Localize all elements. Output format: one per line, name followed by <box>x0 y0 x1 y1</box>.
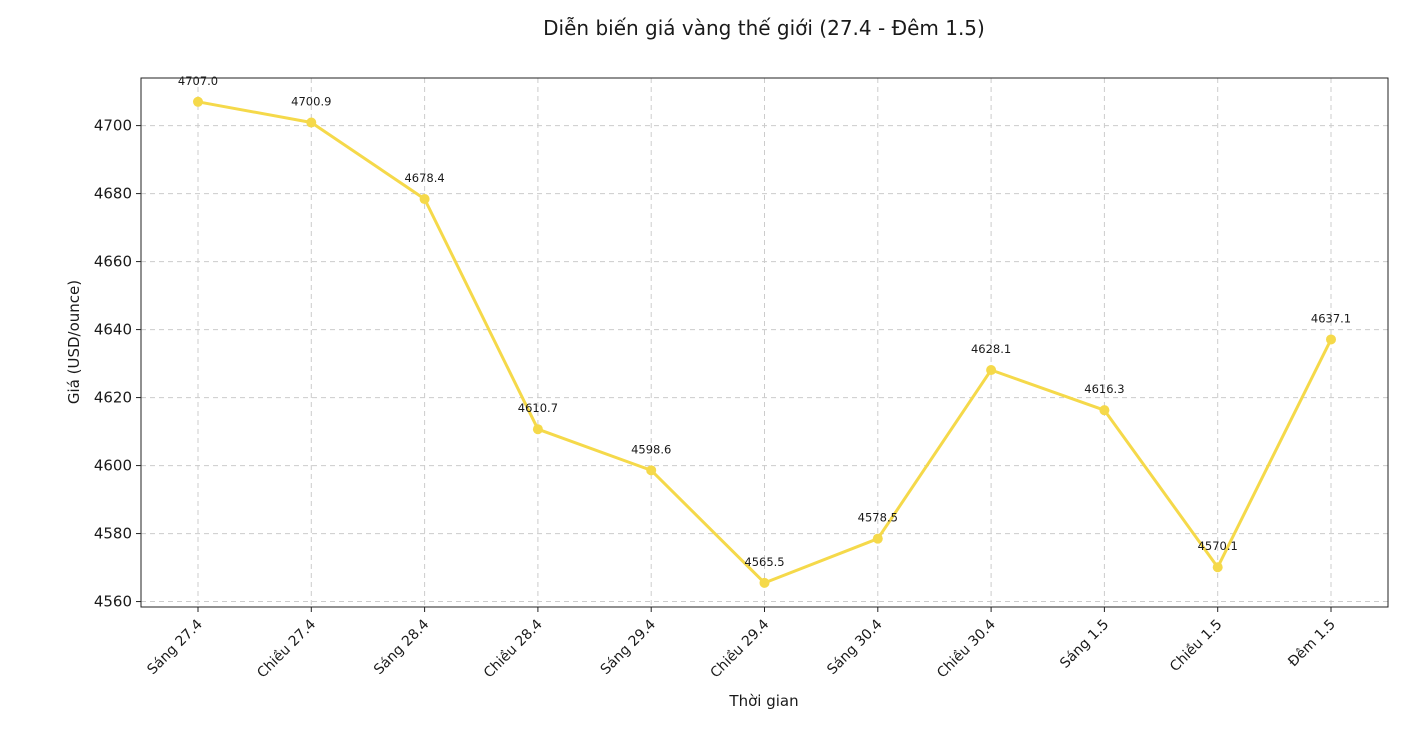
data-point <box>1212 562 1223 573</box>
data-point <box>419 194 430 205</box>
data-point <box>1326 334 1336 345</box>
data-label: 4707.0 <box>178 74 218 88</box>
data-labels: 4707.0 4700.9 4678.4 4610.7 4598.6 4565.5 4578… <box>178 74 1351 569</box>
data-point <box>872 533 883 544</box>
x-axis-label: Thời gian <box>728 692 798 710</box>
x-tick-label: Chiều 1.5 <box>1166 616 1225 675</box>
data-points <box>193 96 1336 588</box>
x-tick-label: Đêm 1.5 <box>1285 617 1339 671</box>
x-tick-label: Chiều 27.4 <box>254 616 320 682</box>
x-tick-label: Sáng 28.4 <box>371 616 432 677</box>
x-axis: Sáng 27.4 Chiều 27.4 Sáng 28.4 Chiều 28.4 Sá… <box>144 607 1339 682</box>
x-tick-label: Sáng 29.4 <box>598 616 659 677</box>
data-point <box>306 117 317 128</box>
y-axis-label: Giá (USD/ounce) <box>65 280 83 404</box>
data-point <box>193 96 203 107</box>
data-label: 4637.1 <box>1311 311 1351 325</box>
y-tick-label: 4660 <box>94 253 132 271</box>
x-tick-label: Sáng 27.4 <box>144 616 205 677</box>
data-label: 4565.5 <box>744 555 784 569</box>
data-point <box>986 365 997 376</box>
data-label: 4610.7 <box>518 401 558 415</box>
y-tick-label: 4700 <box>94 117 132 135</box>
y-tick-label: 4600 <box>94 457 132 475</box>
data-label: 4616.3 <box>1084 382 1124 396</box>
y-axis: 4560 4580 4600 4620 4640 4660 4680 4700 <box>94 117 141 611</box>
y-tick-label: 4620 <box>94 389 132 407</box>
data-label: 4578.5 <box>858 511 898 525</box>
data-point <box>646 465 657 476</box>
data-label: 4570.1 <box>1198 539 1238 553</box>
y-tick-label: 4640 <box>94 321 132 339</box>
x-tick-label: Sáng 30.4 <box>824 616 885 677</box>
x-tick-label: Chiều 29.4 <box>707 616 773 682</box>
chart-title: Diễn biến giá vàng thế giới (27.4 - Đêm … <box>543 16 985 40</box>
data-label: 4598.6 <box>631 442 671 456</box>
data-label: 4678.4 <box>404 171 444 185</box>
data-point <box>759 577 770 588</box>
x-tick-label: Sáng 1.5 <box>1057 617 1112 672</box>
grid <box>141 78 1388 607</box>
data-label: 4700.9 <box>291 95 331 109</box>
data-point <box>532 424 543 435</box>
data-label: 4628.1 <box>971 342 1011 356</box>
y-tick-label: 4680 <box>94 185 132 203</box>
y-tick-label: 4560 <box>94 593 132 611</box>
x-tick-label: Chiều 30.4 <box>933 616 999 682</box>
data-point <box>1099 405 1110 416</box>
x-tick-label: Chiều 28.4 <box>480 616 546 682</box>
y-tick-label: 4580 <box>94 525 132 543</box>
